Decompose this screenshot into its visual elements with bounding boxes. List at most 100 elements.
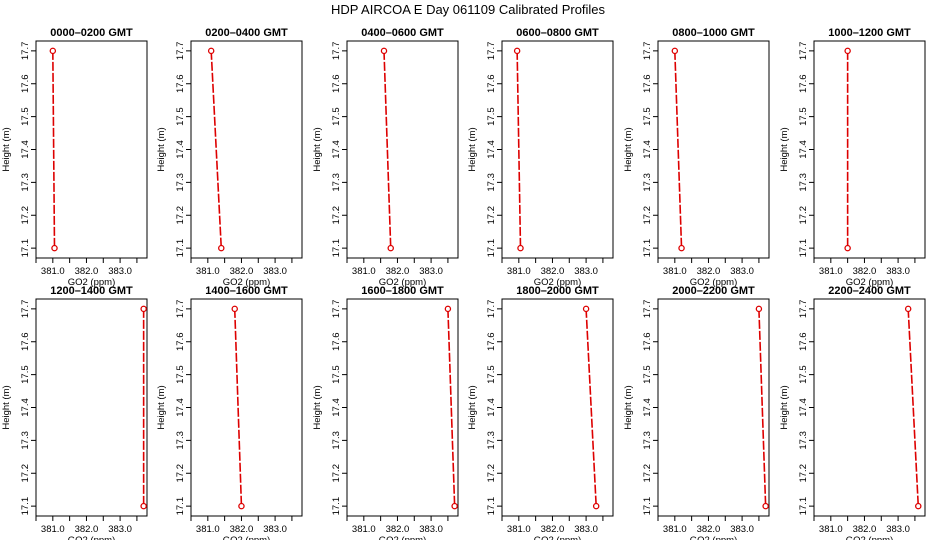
x-tick-label: 381.0 xyxy=(819,266,843,277)
x-tick-label: 381.0 xyxy=(196,266,220,277)
panel-title: 1200–1400 GMT xyxy=(50,285,133,297)
data-point xyxy=(671,47,679,55)
x-tick-label: 382.0 xyxy=(541,524,565,535)
y-tick-label: 17.7 xyxy=(20,300,31,319)
y-tick-label: 17.1 xyxy=(798,497,809,516)
y-tick-label: 17.7 xyxy=(175,42,186,61)
data-point xyxy=(678,244,685,252)
data-point xyxy=(387,244,394,252)
x-tick-label: 383.0 xyxy=(886,524,910,535)
panel-title: 0400–0600 GMT xyxy=(361,27,444,39)
y-tick-label: 17.1 xyxy=(642,497,653,516)
y-axis-label: Height (m) xyxy=(467,385,478,429)
x-axis-label: GO2 (ppm) xyxy=(690,535,738,540)
y-tick-label: 17.3 xyxy=(798,431,809,450)
panel-title: 0200–0400 GMT xyxy=(205,27,288,39)
y-tick-label: 17.5 xyxy=(642,107,653,126)
data-point xyxy=(844,47,851,55)
data-point xyxy=(51,244,58,252)
y-axis-label: Height (m) xyxy=(1,385,12,429)
x-tick-label: 382.0 xyxy=(697,524,721,535)
data-point xyxy=(49,47,57,55)
y-tick-label: 17.6 xyxy=(20,74,31,93)
y-tick-label: 17.4 xyxy=(175,140,186,159)
y-tick-label: 17.2 xyxy=(642,206,653,225)
x-tick-label: 383.0 xyxy=(263,266,287,277)
y-tick-label: 17.5 xyxy=(331,365,342,384)
y-tick-label: 17.3 xyxy=(486,431,497,450)
data-point xyxy=(592,502,600,510)
y-tick-label: 17.5 xyxy=(20,365,31,384)
y-tick-label: 17.7 xyxy=(331,300,342,319)
panel-title: 1000–1200 GMT xyxy=(828,27,911,39)
panel-title: 1400–1600 GMT xyxy=(205,285,288,297)
y-tick-label: 17.4 xyxy=(175,398,186,417)
x-tick-label: 382.0 xyxy=(75,266,99,277)
x-tick-label: 381.0 xyxy=(352,266,376,277)
y-tick-label: 17.6 xyxy=(20,332,31,351)
x-axis-label: GO2 (ppm) xyxy=(690,277,738,288)
y-tick-label: 17.3 xyxy=(331,173,342,192)
y-tick-label: 17.2 xyxy=(175,464,186,483)
panel-title: 0600–0800 GMT xyxy=(516,27,599,39)
y-tick-label: 17.1 xyxy=(20,497,31,516)
x-tick-label: 382.0 xyxy=(853,524,877,535)
x-tick-label: 382.0 xyxy=(853,266,877,277)
x-tick-label: 382.0 xyxy=(230,266,254,277)
y-tick-label: 17.1 xyxy=(175,497,186,516)
x-tick-label: 382.0 xyxy=(230,524,254,535)
data-point xyxy=(444,305,452,313)
y-tick-label: 17.7 xyxy=(798,42,809,61)
y-tick-label: 17.3 xyxy=(175,431,186,450)
x-tick-label: 381.0 xyxy=(41,266,65,277)
y-tick-label: 17.4 xyxy=(798,398,809,417)
y-axis-label: Height (m) xyxy=(156,127,167,171)
x-tick-label: 381.0 xyxy=(41,524,65,535)
y-tick-label: 17.6 xyxy=(486,74,497,93)
panel-title: 1800–2000 GMT xyxy=(516,285,599,297)
panel-title: 0000–0200 GMT xyxy=(50,27,133,39)
x-axis-label: GO2 (ppm) xyxy=(534,277,582,288)
data-point xyxy=(231,305,238,313)
data-point xyxy=(513,47,521,55)
y-tick-label: 17.6 xyxy=(798,332,809,351)
y-tick-label: 17.5 xyxy=(175,107,186,126)
x-tick-label: 383.0 xyxy=(886,266,910,277)
y-tick-label: 17.3 xyxy=(175,173,186,192)
data-point xyxy=(582,305,590,313)
x-tick-label: 383.0 xyxy=(730,524,754,535)
panel-title: 1600–1800 GMT xyxy=(361,285,444,297)
y-tick-label: 17.3 xyxy=(20,173,31,192)
x-tick-label: 383.0 xyxy=(574,524,598,535)
y-tick-label: 17.2 xyxy=(331,464,342,483)
y-tick-label: 17.7 xyxy=(798,300,809,319)
y-axis-label: Height (m) xyxy=(1,127,12,171)
x-axis-label: GO2 (ppm) xyxy=(379,535,427,540)
y-tick-label: 17.1 xyxy=(486,497,497,516)
panel-title: 0800–1000 GMT xyxy=(672,27,755,39)
y-tick-label: 17.7 xyxy=(642,300,653,319)
x-tick-label: 382.0 xyxy=(697,266,721,277)
y-axis-label: Height (m) xyxy=(312,385,323,429)
y-tick-label: 17.3 xyxy=(20,431,31,450)
x-tick-label: 381.0 xyxy=(196,524,220,535)
y-tick-label: 17.7 xyxy=(642,42,653,61)
y-tick-label: 17.2 xyxy=(20,464,31,483)
y-tick-label: 17.1 xyxy=(486,239,497,257)
x-tick-label: 383.0 xyxy=(419,266,443,277)
y-tick-label: 17.4 xyxy=(486,140,497,159)
y-tick-label: 17.5 xyxy=(798,365,809,384)
x-axis-label: GO2 (ppm) xyxy=(223,277,271,288)
y-tick-label: 17.2 xyxy=(20,206,31,225)
x-tick-label: 383.0 xyxy=(263,524,287,535)
data-point xyxy=(915,502,922,510)
x-tick-label: 381.0 xyxy=(663,524,687,535)
x-axis-label: GO2 (ppm) xyxy=(846,277,894,288)
y-tick-label: 17.3 xyxy=(642,431,653,450)
data-point xyxy=(451,502,458,510)
